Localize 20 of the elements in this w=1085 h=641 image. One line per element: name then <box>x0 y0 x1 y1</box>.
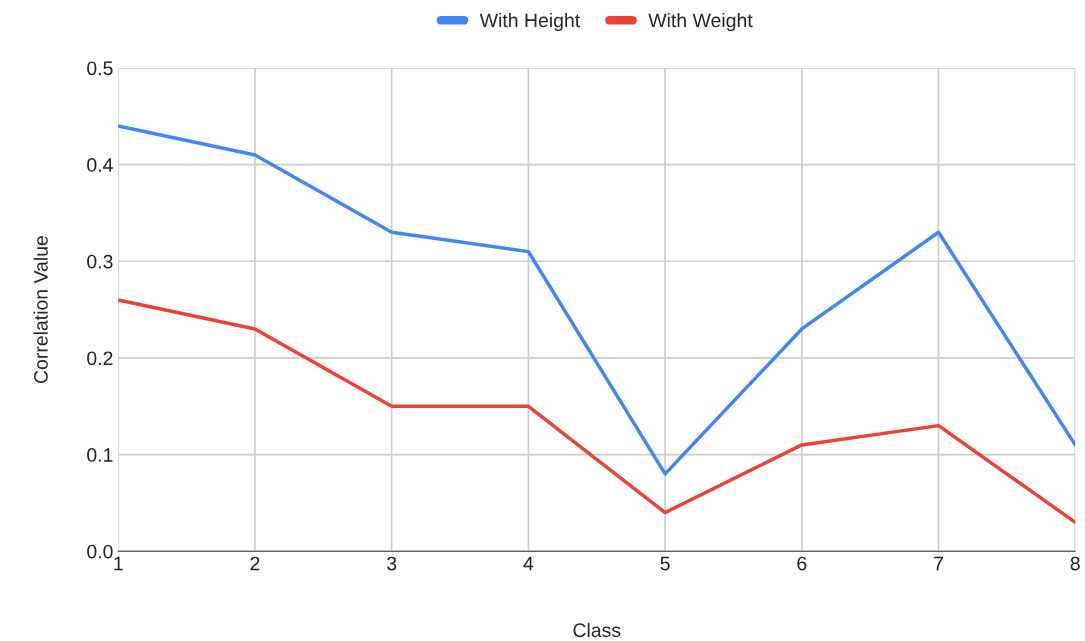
x-tick-label: 5 <box>660 556 670 571</box>
y-tick-label: 0.3 <box>87 254 113 269</box>
legend-label: With Height <box>479 12 581 32</box>
legend-label: With Weight <box>648 12 753 32</box>
line-series <box>118 124 1076 476</box>
x-tick-label: 1 <box>114 556 123 571</box>
y-tick-label: 0.1 <box>87 448 113 462</box>
x-tick-label: 3 <box>387 556 397 571</box>
y-tick-label: 0.0 <box>87 544 113 559</box>
y-axis-title: Correlation Value <box>33 236 48 384</box>
x-tick-label: 8 <box>1070 556 1080 571</box>
y-tick-label: 0.2 <box>87 351 113 366</box>
x-tick-label: 4 <box>523 556 534 571</box>
x-axis-title: Class <box>573 622 621 638</box>
x-tick-label: 7 <box>934 556 943 571</box>
y-tick-label: 0.5 <box>87 61 113 76</box>
x-tick-label: 2 <box>250 556 260 571</box>
line-series <box>118 298 1076 524</box>
y-tick-label: 0.4 <box>87 158 113 172</box>
x-tick-label: 6 <box>797 556 807 571</box>
